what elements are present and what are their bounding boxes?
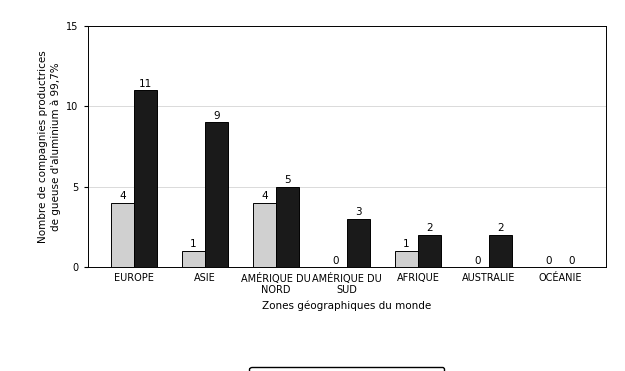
Text: 0: 0 xyxy=(546,256,552,266)
Text: 2: 2 xyxy=(497,223,504,233)
Text: 5: 5 xyxy=(284,175,291,185)
Y-axis label: Nombre de compagnies productrices
de gueuse d'aluminium à 99,7%: Nombre de compagnies productrices de gue… xyxy=(38,50,61,243)
Text: 0: 0 xyxy=(474,256,481,266)
Bar xyxy=(489,235,512,267)
Bar xyxy=(205,122,228,267)
Bar xyxy=(276,187,299,267)
Text: 11: 11 xyxy=(139,79,152,89)
Text: 4: 4 xyxy=(119,191,126,201)
Bar xyxy=(418,235,441,267)
Text: 9: 9 xyxy=(213,111,219,121)
Bar xyxy=(182,251,205,267)
Bar xyxy=(253,203,276,267)
Bar xyxy=(134,90,156,267)
X-axis label: Zones géographiques du monde: Zones géographiques du monde xyxy=(262,301,431,311)
Text: 0: 0 xyxy=(332,256,339,266)
Bar xyxy=(347,219,369,267)
Text: 3: 3 xyxy=(355,207,361,217)
Bar xyxy=(111,203,134,267)
Text: 2: 2 xyxy=(426,223,432,233)
Text: 1: 1 xyxy=(190,239,197,249)
Bar xyxy=(395,251,418,267)
Text: 0: 0 xyxy=(568,256,574,266)
Legend: 2003 (N=10), 2007 (N=32): 2003 (N=10), 2007 (N=32) xyxy=(249,367,444,371)
Text: 1: 1 xyxy=(403,239,410,249)
Text: 4: 4 xyxy=(261,191,268,201)
